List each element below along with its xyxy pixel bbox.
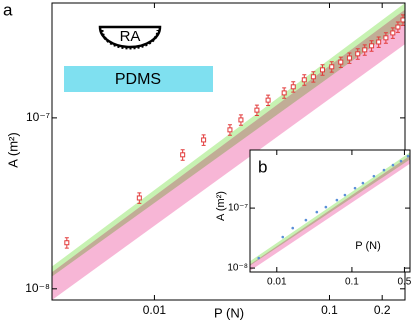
annotation: PDMS (115, 71, 161, 88)
point (382, 168, 386, 172)
y-tick-label: 10⁻⁸ (227, 263, 248, 274)
point (391, 163, 395, 167)
plot-area (250, 152, 410, 271)
x-axis-label: P (N) (214, 305, 244, 320)
point (281, 235, 285, 239)
inset: 0.01 0.1 0.5 10⁻⁸ 10⁻⁷ P (N) A (m²) b (215, 149, 412, 288)
point (338, 59, 344, 65)
point (201, 137, 207, 143)
point (324, 205, 328, 209)
y-tick-label: 10⁻⁸ (25, 281, 50, 295)
point (355, 51, 361, 57)
point (227, 127, 233, 133)
point (369, 43, 375, 49)
x-tick-label: 0.1 (321, 303, 338, 317)
point (315, 210, 319, 214)
band (52, 9, 405, 300)
frame (249, 149, 411, 273)
panel-label: a (3, 0, 13, 19)
x-tick-label: 0.01 (267, 277, 287, 288)
point (265, 97, 271, 103)
y-axis-label: A (m²) (215, 191, 227, 221)
x-tick-label: 0.2 (374, 303, 391, 317)
point (254, 107, 260, 113)
panel-label: b (258, 157, 267, 176)
ra-icon (98, 25, 162, 50)
x-tick-label: 0.01 (143, 303, 167, 317)
annotation: RA (120, 28, 141, 45)
point (319, 67, 325, 73)
point (301, 77, 307, 83)
point (310, 74, 316, 80)
point (64, 240, 70, 246)
point (291, 226, 295, 230)
point (257, 256, 261, 260)
point (376, 39, 382, 45)
point (346, 55, 352, 61)
point (281, 90, 287, 96)
point (353, 186, 357, 190)
x-axis-label: P (N) (355, 240, 380, 252)
point (383, 35, 389, 41)
plot-area (52, 3, 405, 300)
point (238, 117, 244, 123)
point (372, 174, 376, 178)
point (329, 64, 335, 70)
point (290, 84, 296, 90)
x-tick-label: 0.1 (345, 277, 359, 288)
y-tick-label: 10⁻⁷ (26, 110, 50, 124)
y-axis-label: A (m²) (5, 132, 20, 167)
pdms-block (64, 66, 213, 92)
point (362, 47, 368, 53)
point (361, 181, 365, 185)
point (399, 159, 403, 163)
point (335, 198, 339, 202)
y-tick-label: 10⁻⁷ (228, 203, 248, 214)
point (180, 152, 186, 158)
x-tick-label: 0.5 (397, 277, 411, 288)
point (406, 154, 410, 158)
point (400, 17, 405, 23)
point (136, 195, 142, 201)
point (304, 218, 308, 222)
band (250, 155, 410, 271)
point (390, 30, 396, 36)
point (395, 24, 401, 30)
point (343, 193, 347, 197)
